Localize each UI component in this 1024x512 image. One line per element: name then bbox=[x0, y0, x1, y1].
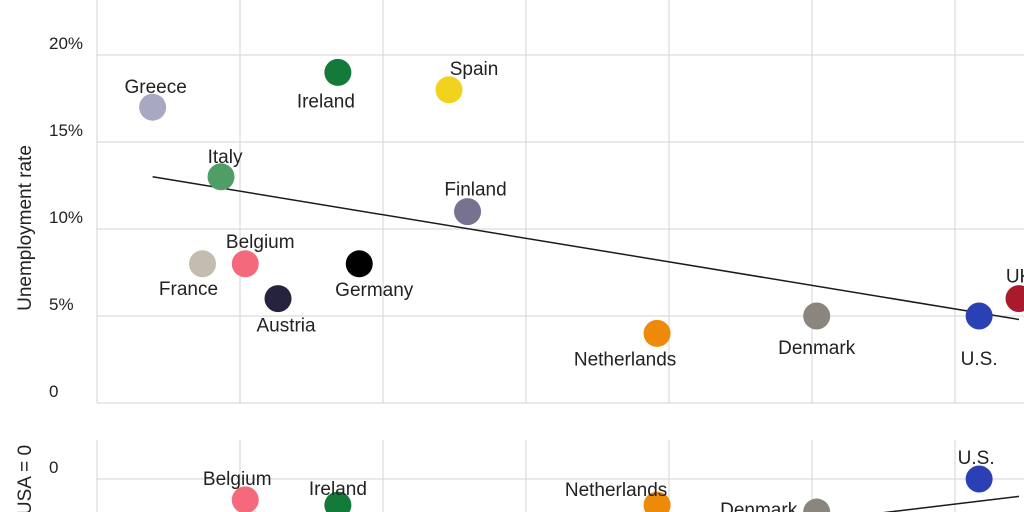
top-panel-point-labels: Greece Ireland Spain Italy Finland Belgium Fra… bbox=[124, 59, 1024, 371]
bottom-panel-point-labels: Belgium Ireland Netherlands Denmark U.S. bbox=[203, 448, 995, 512]
top-panel-grid bbox=[96, 0, 1024, 404]
bottom-label-ireland: Ireland bbox=[309, 479, 367, 500]
top-point-italy bbox=[207, 163, 235, 191]
top-label-france: France bbox=[159, 279, 218, 300]
top-point-uk bbox=[1005, 285, 1024, 313]
top-point-spain bbox=[435, 76, 463, 104]
bottom-y-tick-label: 0 bbox=[49, 458, 58, 477]
top-label-finland: Finland bbox=[444, 180, 506, 201]
bottom-point-u-s bbox=[965, 465, 993, 493]
top-label-italy: Italy bbox=[208, 147, 243, 168]
top-point-greece bbox=[139, 93, 167, 121]
bottom-point-denmark bbox=[803, 498, 831, 512]
bottom-panel-y-ticks: 0 bbox=[49, 458, 58, 477]
top-point-austria bbox=[264, 285, 292, 313]
bottom-panel-points bbox=[231, 465, 993, 512]
bottom-point-belgium bbox=[231, 486, 259, 512]
top-label-greece: Greece bbox=[124, 77, 186, 98]
bottom-panel-trendline bbox=[882, 495, 1020, 512]
top-point-france bbox=[189, 250, 216, 278]
bottom-point-ireland bbox=[324, 491, 352, 512]
top-y-tick-label: 5% bbox=[49, 295, 74, 314]
top-label-austria: Austria bbox=[256, 316, 316, 337]
bottom-label-netherlands: Netherlands bbox=[565, 480, 667, 501]
bottom-label-u-s: U.S. bbox=[958, 448, 995, 469]
bottom-point-netherlands bbox=[643, 491, 671, 512]
top-y-tick-label: 0 bbox=[49, 382, 58, 401]
top-y-tick-label: 10% bbox=[49, 208, 83, 227]
top-label-uk: UK bbox=[1006, 267, 1024, 288]
top-trendline bbox=[152, 176, 1020, 321]
top-point-germany bbox=[345, 250, 373, 278]
top-point-denmark bbox=[803, 302, 831, 330]
top-panel-y-axis-title: Unemployment rate bbox=[15, 145, 36, 311]
top-y-tick-label: 20% bbox=[49, 34, 83, 53]
top-label-ireland: Ireland bbox=[297, 91, 355, 112]
top-label-belgium: Belgium bbox=[226, 232, 295, 253]
bottom-trendline bbox=[882, 495, 1020, 512]
top-point-netherlands bbox=[643, 319, 671, 347]
top-point-belgium bbox=[231, 250, 259, 278]
top-panel-points bbox=[139, 58, 1024, 347]
top-label-denmark: Denmark bbox=[778, 338, 856, 359]
top-label-netherlands: Netherlands bbox=[574, 349, 676, 370]
top-point-finland bbox=[454, 198, 482, 226]
top-label-germany: Germany bbox=[335, 280, 414, 301]
bottom-panel-y-axis-title: USA = 0 bbox=[15, 445, 36, 512]
bottom-label-belgium: Belgium bbox=[203, 469, 272, 490]
top-point-u-s bbox=[965, 302, 993, 330]
top-point-ireland bbox=[324, 58, 352, 86]
top-label-spain: Spain bbox=[450, 59, 499, 80]
bottom-label-denmark: Denmark bbox=[720, 500, 798, 512]
top-y-tick-label: 15% bbox=[49, 121, 83, 140]
top-label-u-s: U.S. bbox=[961, 349, 998, 370]
top-panel-y-ticks: 0 5% 10% 15% 20% bbox=[49, 34, 83, 401]
top-panel-trendline bbox=[152, 176, 1020, 321]
